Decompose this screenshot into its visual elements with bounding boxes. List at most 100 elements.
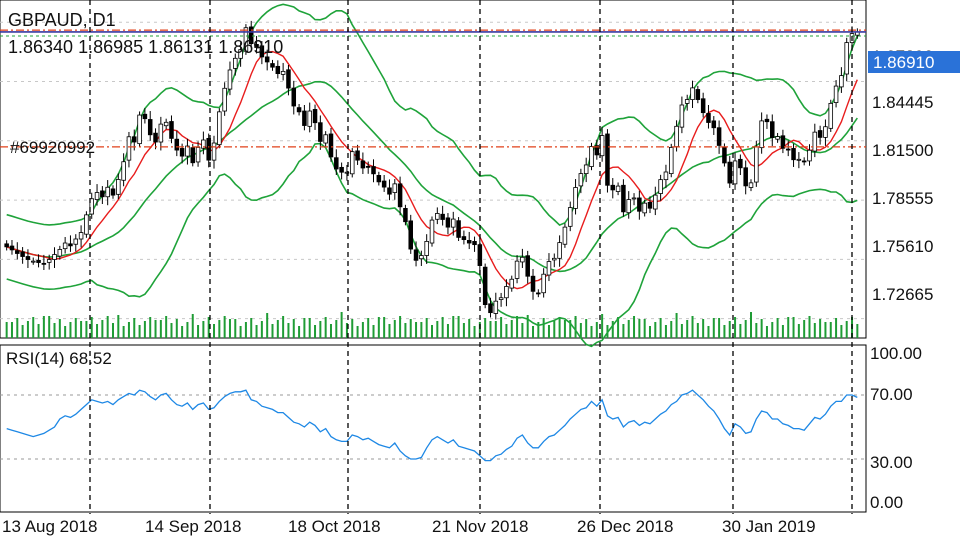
bear-candle (110, 188, 116, 196)
volume-bar (149, 317, 152, 338)
bull-candle (238, 49, 243, 59)
volume-bar (622, 324, 625, 338)
volume-bar (819, 319, 822, 338)
bear-candle (488, 303, 493, 314)
volume-bar (537, 322, 540, 338)
bull-candle (84, 214, 89, 235)
bear-candle (15, 250, 20, 254)
volume-bar (617, 317, 620, 338)
volume-bar (351, 319, 354, 338)
volume-bar (574, 316, 577, 338)
bear-candle (387, 187, 392, 195)
rsi-panel (6, 389, 858, 462)
bull-candle (578, 173, 584, 187)
bull-candle (62, 242, 68, 250)
bear-candle (722, 146, 727, 164)
volume-bar (415, 322, 418, 338)
bollinger-middle (6, 80, 858, 273)
volume-bar (404, 323, 407, 338)
volume-bar (803, 320, 806, 338)
bear-candle (179, 148, 185, 157)
bull-candle (78, 232, 84, 240)
bull-candle (493, 300, 499, 314)
bull-candle (195, 147, 201, 163)
bear-candle (605, 133, 610, 186)
volume-bar (319, 321, 322, 338)
volume-bar (489, 321, 492, 338)
bear-candle (275, 65, 281, 75)
bear-candle (286, 69, 291, 89)
volume-bar (776, 318, 779, 338)
volume-bar (569, 320, 572, 338)
volume-bar (340, 312, 343, 338)
bull-candle (658, 179, 663, 194)
bull-candle (392, 183, 398, 193)
volume-bar (159, 320, 162, 338)
volume-bar (797, 324, 800, 338)
volume-bar (80, 321, 83, 338)
volume-bar (739, 324, 742, 338)
price-tick: 1.78555 (872, 189, 933, 208)
bear-candle (20, 251, 25, 257)
volume-bar (728, 321, 731, 338)
bull-candle (429, 219, 435, 244)
volume-bar (835, 318, 838, 338)
bull-candle (546, 261, 552, 276)
bull-candle (567, 207, 573, 227)
bear-candle (174, 138, 180, 151)
bull-candle (748, 182, 754, 188)
volume-bar (393, 320, 396, 338)
bear-candle (716, 127, 722, 146)
volume-bar (58, 319, 61, 338)
volume-bar (223, 316, 226, 338)
volume-bar (765, 326, 768, 338)
bear-candle (371, 166, 376, 175)
volume-bar (10, 322, 13, 338)
volume-bar (771, 322, 774, 338)
bear-candle (801, 160, 807, 163)
bollinger-lower (6, 142, 858, 348)
bear-candle (621, 184, 626, 213)
bull-candle (451, 218, 456, 228)
volume-bar (750, 312, 753, 338)
symbol-label: GBPAUD, D1 (8, 10, 116, 30)
bear-candle (264, 56, 270, 63)
volume-bar (96, 324, 99, 338)
volume-bar (712, 318, 715, 338)
bull-candle (201, 139, 206, 149)
volume-bar (26, 321, 29, 338)
bull-candle (211, 142, 217, 161)
volume-bar (48, 316, 51, 338)
volume-bar (218, 320, 221, 338)
bull-candle (552, 257, 557, 261)
bear-candle (339, 166, 344, 173)
bear-candle (791, 148, 796, 161)
date-label: 21 Nov 2018 (432, 517, 528, 536)
volume-bar (532, 326, 535, 338)
bull-candle (344, 171, 350, 174)
bull-candle (844, 42, 849, 75)
volume-bar (702, 319, 705, 338)
bull-candle (573, 187, 578, 209)
volume-bar (675, 313, 678, 338)
bear-candle (536, 292, 541, 295)
volume-bar (154, 320, 157, 338)
bull-candle (589, 146, 594, 167)
volume-bar (308, 318, 311, 338)
volume-bar (829, 322, 832, 338)
volume-bar (845, 321, 848, 338)
bear-candle (711, 120, 717, 129)
bull-candle (217, 111, 222, 146)
volume-bar (117, 315, 120, 338)
bull-candle (631, 197, 637, 200)
period-separators (89, 0, 853, 514)
bull-candle (828, 102, 834, 129)
bull-candle (668, 147, 674, 175)
volume-bar (595, 322, 598, 338)
bear-candle (328, 133, 334, 158)
grid-layer (0, 0, 867, 513)
bull-candle (663, 171, 669, 181)
volume-bar (563, 320, 566, 338)
volume-bar (436, 321, 439, 338)
